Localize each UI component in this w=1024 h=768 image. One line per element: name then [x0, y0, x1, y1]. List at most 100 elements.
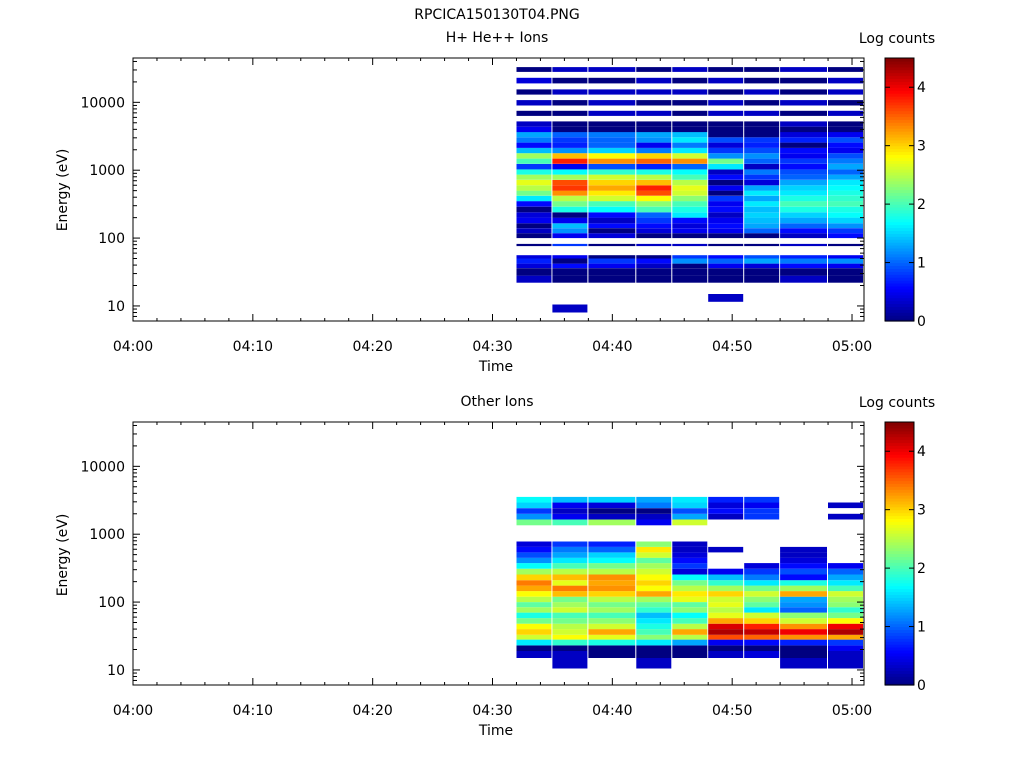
heatmap-cell	[588, 126, 636, 133]
colorbar-segment	[885, 682, 914, 686]
heatmap-cell	[552, 67, 588, 72]
colorbar-segment	[885, 652, 914, 657]
heatmap-cell	[588, 591, 636, 597]
heatmap-cell	[636, 612, 672, 619]
colorbar-segment	[885, 474, 914, 479]
colorbar-segment	[885, 142, 914, 147]
colorbar-segment	[885, 242, 914, 246]
heatmap-cell	[708, 228, 744, 234]
panel-title: H+ He++ Ions	[446, 30, 549, 46]
heatmap-cell	[828, 568, 863, 575]
heatmap-cell	[744, 77, 780, 84]
colorbar-segment	[885, 75, 914, 80]
colorbar-segment	[885, 285, 914, 290]
heatmap-cell	[636, 557, 672, 564]
colorbar-segment	[885, 294, 914, 299]
heatmap-cell	[672, 612, 708, 619]
colorbar-segment	[885, 221, 914, 226]
heatmap-cell	[672, 255, 708, 259]
heatmap-cell	[552, 158, 588, 164]
heatmap-cell	[780, 195, 827, 202]
heatmap-cell	[516, 179, 552, 186]
heatmap-cell	[744, 591, 780, 597]
heatmap-cell	[780, 580, 827, 586]
colorbar-segment	[885, 95, 914, 100]
colorbar-segment	[885, 454, 914, 458]
heatmap-cell	[552, 496, 588, 503]
colorbar-segment	[885, 201, 914, 205]
heatmap-cell	[636, 563, 672, 569]
heatmap-cell	[744, 223, 780, 229]
heatmap-cell	[780, 110, 827, 116]
colorbar-segment	[885, 439, 914, 444]
heatmap-cell	[828, 275, 863, 283]
heatmap-cell	[828, 602, 863, 608]
heatmap-cell	[636, 228, 672, 234]
colorbar-segment	[885, 565, 914, 569]
colorbar-segment	[885, 195, 914, 199]
colorbar-segment	[885, 148, 914, 153]
heatmap-cell	[780, 228, 827, 234]
heatmap-cell	[744, 596, 780, 603]
heatmap-cell	[780, 179, 827, 186]
colorbar-segment	[885, 207, 914, 211]
colorbar-segment	[885, 422, 914, 426]
colorbar-segment	[885, 509, 914, 514]
heatmap-cell	[588, 179, 636, 186]
colorbar-segment	[885, 427, 914, 432]
x-tick-label: 04:50	[712, 703, 752, 719]
heatmap-cell	[588, 190, 636, 196]
heatmap-cell	[828, 634, 863, 640]
colorbar-segment	[885, 154, 914, 158]
heatmap-cell	[828, 612, 863, 619]
colorbar-segment	[885, 573, 914, 578]
heatmap-cell	[588, 195, 636, 202]
colorbar-segment	[885, 303, 914, 307]
heatmap-cell	[672, 639, 708, 646]
heatmap-cell	[744, 563, 780, 569]
heatmap-cell	[780, 174, 827, 180]
heatmap-cell	[744, 639, 780, 646]
heatmap-cell	[828, 255, 863, 259]
heatmap-cell	[708, 121, 744, 127]
heatmap-cell	[708, 255, 744, 259]
y-tick-label: 10	[107, 663, 125, 679]
heatmap-cell	[636, 126, 672, 133]
heatmap-cell	[588, 147, 636, 154]
heatmap-cell	[552, 304, 588, 313]
heatmap-cell	[672, 132, 708, 138]
heatmap-cell	[516, 126, 552, 133]
heatmap-cell	[552, 212, 588, 218]
heatmap-cell	[588, 77, 636, 84]
heatmap-cell	[744, 233, 780, 239]
heatmap-cell	[708, 607, 744, 613]
colorbar-segment	[885, 638, 914, 642]
heatmap-cell	[672, 502, 708, 509]
colorbar-segment	[885, 277, 914, 281]
colorbar-segment	[885, 60, 914, 65]
heatmap-cell	[780, 552, 827, 558]
colorbar-tick-label: 1	[917, 620, 926, 636]
heatmap-cell	[828, 502, 863, 509]
heatmap-cell	[588, 158, 636, 164]
heatmap-cell	[780, 212, 827, 218]
colorbar-segment	[885, 506, 914, 511]
heatmap-cell	[708, 618, 744, 624]
colorbar-segment	[885, 312, 914, 316]
colorbar-segment	[885, 84, 914, 88]
heatmap-cell	[780, 546, 827, 553]
heatmap-cell	[552, 591, 588, 597]
heatmap-cell	[516, 137, 552, 143]
heatmap-cell	[516, 153, 552, 159]
heatmap-cell	[636, 568, 672, 575]
heatmap-cell	[744, 612, 780, 619]
heatmap-cell	[588, 243, 636, 247]
heatmap-cell	[672, 585, 708, 592]
heatmap-cell	[552, 77, 588, 84]
heatmap-cell	[516, 174, 552, 180]
heatmap-cell	[588, 268, 636, 276]
heatmap-cell	[672, 153, 708, 159]
heatmap-cell	[828, 607, 863, 613]
heatmap-cell	[708, 513, 744, 520]
heatmap-cell	[744, 607, 780, 613]
